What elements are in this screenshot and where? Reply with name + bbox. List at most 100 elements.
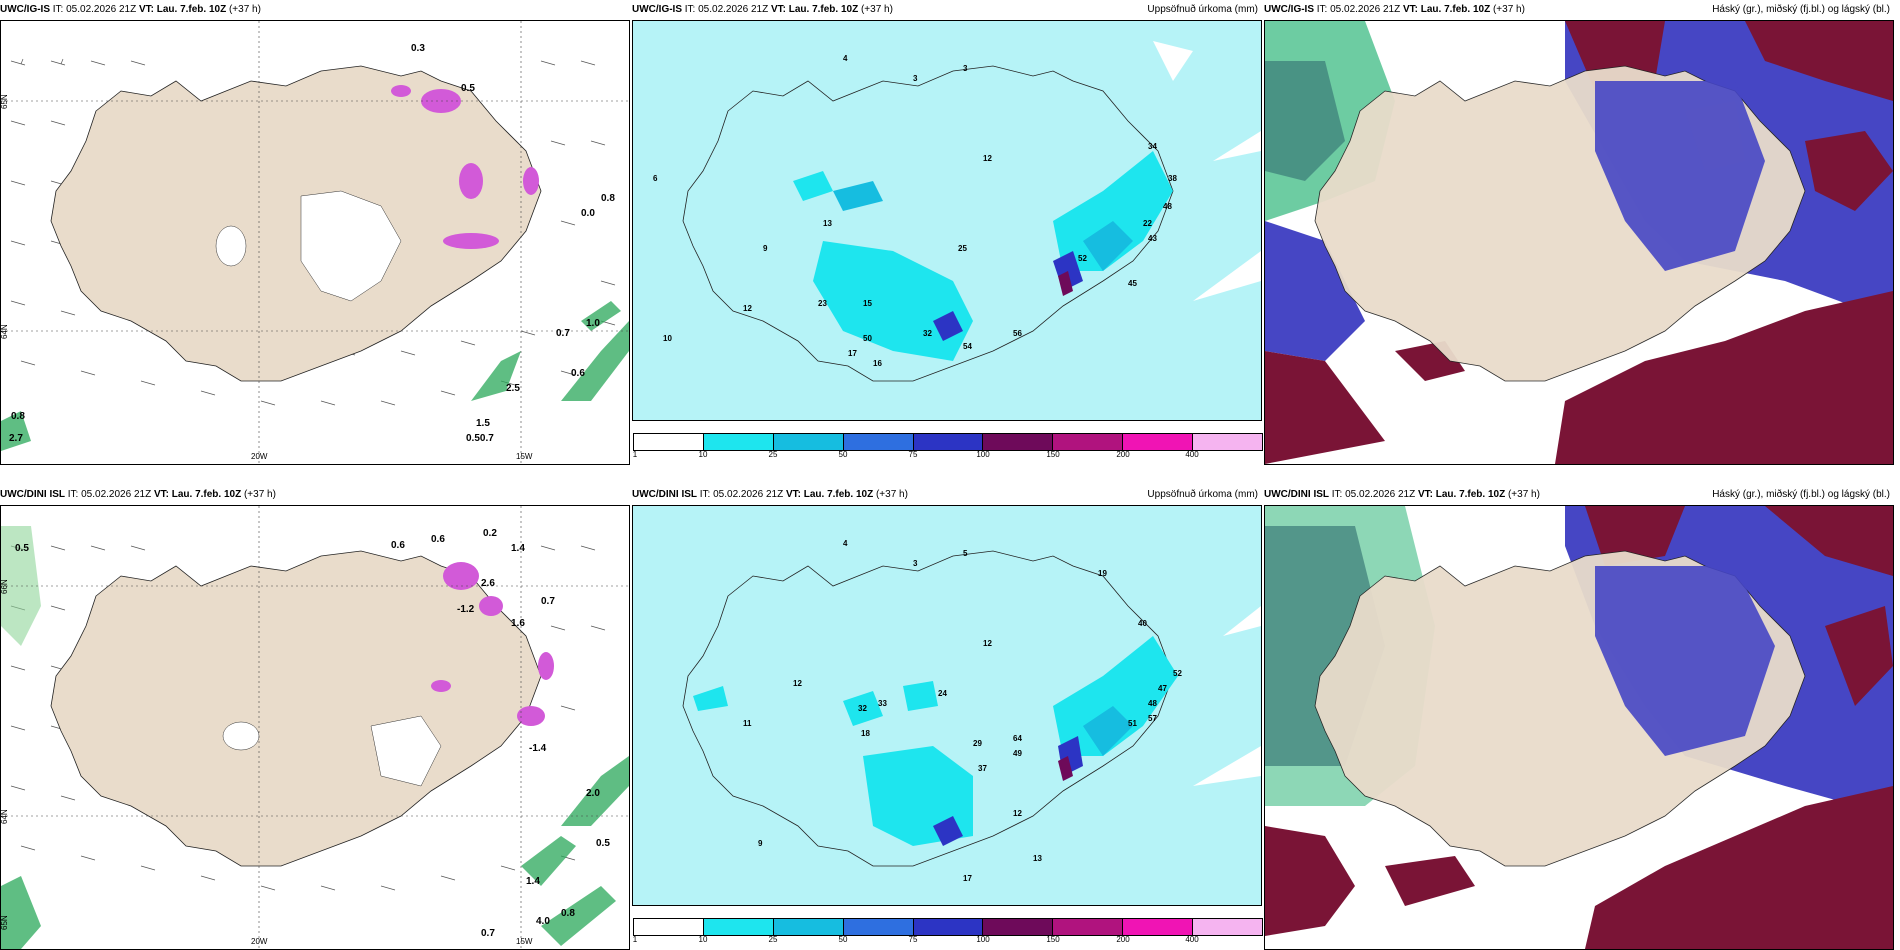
value-label: 9 [763, 244, 768, 253]
value-label: 0.2 [483, 528, 497, 539]
value-label: 4 [843, 54, 848, 63]
precip-values: 4 3 3 12 34 38 48 22 43 45 52 50 56 54 3… [653, 54, 1177, 368]
panel-top-right: UWC/IG-IS IT: 05.02.2026 21Z VT: Lau. 7.… [1264, 0, 1894, 465]
field-name: Uppsöfnuð úrkoma (mm) [1147, 489, 1258, 500]
value-label: 19 [1098, 569, 1107, 578]
legend-swatch [773, 434, 844, 450]
value-label: 0.5 [461, 83, 475, 94]
snow-areas [391, 85, 539, 249]
low-cloud [1265, 506, 1893, 949]
precip-values: 4 3 5 12 19 40 52 47 48 51 57 64 49 37 2… [743, 539, 1182, 883]
valid-time: Lau. 7.feb. 10Z [1432, 489, 1506, 500]
lead-time: (+37 h) [1505, 489, 1540, 500]
legend-tick: 200 [1116, 935, 1130, 944]
legend-tick: 100 [976, 935, 990, 944]
lat-label: 64N [1, 809, 9, 824]
field-name: Uppsöfnuð úrkoma (mm) [1147, 4, 1258, 15]
map-frame[interactable]: 20W 15W 66N 64N 65N 0.5 0.6 0.6 0.2 1.4 … [0, 505, 630, 950]
legend-ticks: 1 10 25 50 75 100 150 200 400 [632, 935, 1262, 946]
legend-swatch [913, 919, 984, 935]
lead-time: (+37 h) [1490, 4, 1525, 15]
lon-label: 20W [251, 937, 268, 946]
legend-tick: 1 [632, 935, 638, 944]
value-label: -1.4 [529, 743, 547, 754]
value-label: 50 [863, 334, 872, 343]
value-label: 10 [663, 334, 672, 343]
valid-time: Lau. 7.feb. 10Z [168, 489, 242, 500]
value-label: 43 [1148, 234, 1157, 243]
legend-tick: 50 [838, 935, 848, 944]
value-label: 0.7 [556, 328, 570, 339]
value-label: 56 [1013, 329, 1022, 338]
graticule [1, 21, 629, 464]
valid-time: Lau. 7.feb. 10Z [1417, 4, 1491, 15]
value-label: 2.7 [9, 433, 23, 444]
legend-tick: 75 [908, 450, 918, 459]
valid-time-label: VT: [770, 4, 786, 15]
map-frame[interactable]: 20W 15W 65N 64N 0.3 0.5 0.8 0.0 0.7 1.0 … [0, 20, 630, 465]
panel-top-middle: UWC/IG-IS IT: 05.02.2026 21Z VT: Lau. 7.… [632, 0, 1263, 465]
value-label: 48 [1148, 699, 1157, 708]
legend-tick: 10 [698, 935, 708, 944]
legend-tick: 400 [1185, 450, 1199, 459]
value-label: 2.5 [506, 383, 520, 394]
value-label: 45 [1128, 279, 1137, 288]
value-label: 17 [963, 874, 972, 883]
precip-map: 4 3 3 12 34 38 48 22 43 45 52 50 56 54 3… [633, 21, 1261, 420]
value-label: 11 [743, 719, 752, 728]
value-label: 1.4 [526, 876, 540, 887]
value-label: 1.0 [586, 318, 600, 329]
init-time: IT: 05.02.2026 21Z [1329, 489, 1418, 500]
precip-legend: 1 10 25 50 75 100 150 200 400 [632, 433, 1263, 461]
value-label: 0.5 [596, 838, 610, 849]
legend-colorbar [633, 433, 1263, 451]
lon-label: 15W [516, 937, 533, 946]
panel-title: UWC/IG-IS IT: 05.02.2026 21Z VT: Lau. 7.… [0, 0, 630, 20]
precip-legend: 1 10 25 50 75 100 150 200 400 [632, 918, 1263, 946]
value-label: 49 [1013, 749, 1022, 758]
map-frame[interactable]: 4 3 3 12 34 38 48 22 43 45 52 50 56 54 3… [632, 20, 1262, 421]
legend-swatch [703, 919, 774, 935]
panel-title: UWC/DINI ISL IT: 05.02.2026 21Z VT: Lau.… [1264, 485, 1894, 505]
value-label: 32 [858, 704, 867, 713]
map-frame[interactable] [1264, 505, 1894, 950]
panel-bottom-middle: UWC/DINI ISL IT: 05.02.2026 21Z VT: Lau.… [632, 485, 1263, 950]
legend-swatch [1193, 919, 1263, 935]
value-label: 0.8 [601, 193, 615, 204]
value-label: 29 [973, 739, 982, 748]
value-label: 0.6 [391, 540, 405, 551]
glacier-area [215, 225, 247, 267]
value-label: 52 [1173, 669, 1182, 678]
value-label: 0.8 [561, 908, 575, 919]
snow-areas [431, 562, 554, 726]
map-frame[interactable]: 4 3 5 12 19 40 52 47 48 51 57 64 49 37 2… [632, 505, 1262, 906]
legend-swatch [634, 919, 704, 935]
legend-ticks: 1 10 25 50 75 100 150 200 400 [632, 450, 1262, 461]
value-label: 2.6 [481, 578, 495, 589]
value-label: 16 [873, 359, 882, 368]
lead-time: (+37 h) [226, 4, 261, 15]
value-label: 40 [1138, 619, 1147, 628]
value-label: 57 [1148, 714, 1157, 723]
legend-colorbar [633, 918, 1263, 936]
panel-bottom-right: UWC/DINI ISL IT: 05.02.2026 21Z VT: Lau.… [1264, 485, 1894, 950]
value-label: 12 [983, 639, 992, 648]
value-label: 51 [1128, 719, 1137, 728]
high-cloud [1265, 61, 1345, 181]
map-frame[interactable] [1264, 20, 1894, 465]
value-label: 64 [1013, 734, 1022, 743]
lat-label: 66N [1, 579, 9, 594]
wind-precip-map: 20W 15W 65N 64N 0.3 0.5 0.8 0.0 0.7 1.0 … [1, 21, 629, 464]
iceland-outline [682, 550, 1174, 867]
lat-label: 64N [1, 324, 9, 339]
panel-title: UWC/DINI ISL IT: 05.02.2026 21Z VT: Lau.… [0, 485, 630, 505]
value-label: 3 [913, 74, 918, 83]
panel-title: UWC/IG-IS IT: 05.02.2026 21Z VT: Lau. 7.… [632, 0, 1262, 20]
value-label: 9 [758, 839, 763, 848]
value-label: 13 [1033, 854, 1042, 863]
value-label: 3 [963, 64, 968, 73]
glacier-area [222, 721, 260, 751]
valid-time-label: VT: [785, 489, 801, 500]
field-name: Háský (gr.), miðský (fj.bl.) og lágský (… [1712, 4, 1890, 15]
model-name: UWC/DINI ISL [1264, 489, 1329, 500]
